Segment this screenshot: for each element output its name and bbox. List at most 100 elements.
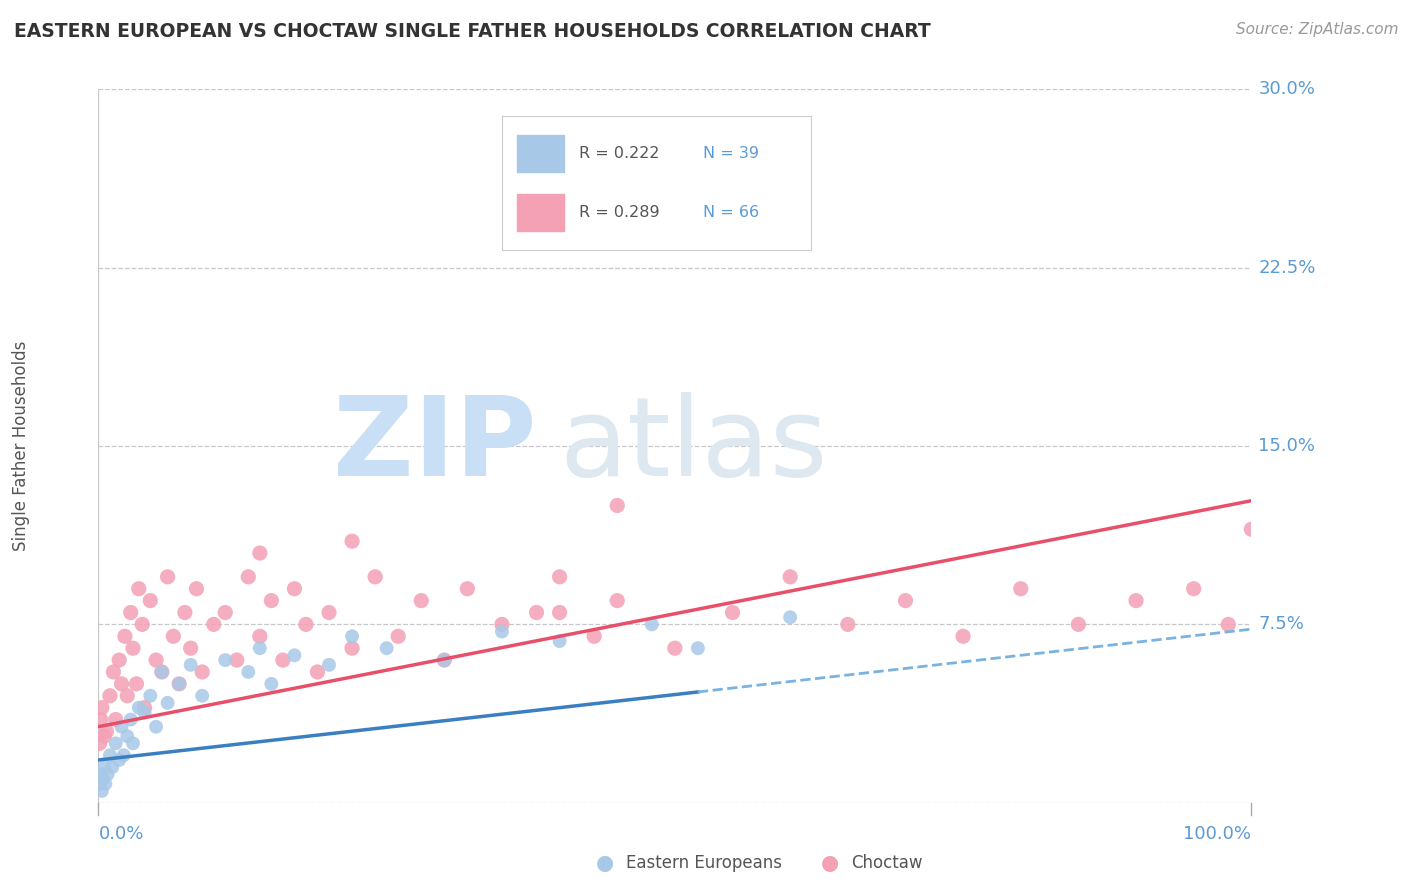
Point [340,534,363,549]
Point [89,777,111,791]
Point [837,617,859,632]
Point [128,582,150,596]
Point [606,499,628,513]
Point [89,736,111,750]
Point [583,629,606,643]
Point [145,720,167,734]
Point [375,641,398,656]
Point [93,729,115,743]
Point [779,570,801,584]
Point [340,629,363,643]
Point [117,729,139,743]
Point [167,677,190,691]
Point [387,629,409,643]
Point [101,760,124,774]
Text: EASTERN EUROPEAN VS CHOCTAW SINGLE FATHER HOUSEHOLDS CORRELATION CHART: EASTERN EUROPEAN VS CHOCTAW SINGLE FATHE… [14,22,931,41]
Point [249,629,271,643]
Point [456,582,478,596]
Point [548,606,571,620]
Point [283,648,305,663]
Point [340,641,363,656]
Text: R = 0.222: R = 0.222 [579,146,659,161]
Bar [517,135,564,172]
Point [318,606,340,620]
Point [364,570,387,584]
Point [96,724,118,739]
Point [491,617,513,632]
Point [283,582,305,596]
Point [120,606,142,620]
Point [779,610,801,624]
Point [114,629,136,643]
Point [174,606,197,620]
Point [548,570,571,584]
Point [98,689,121,703]
Point [110,720,132,734]
Point [952,629,974,643]
Point [721,606,744,620]
Point [1218,617,1240,632]
Point [90,700,112,714]
Point [128,700,150,714]
Point [110,677,132,691]
Point [167,677,190,691]
Point [125,677,148,691]
Point [664,641,686,656]
Text: Choctaw: Choctaw [851,855,922,872]
Point [260,677,283,691]
Point [150,665,173,679]
Point [411,593,433,607]
Point [686,641,709,656]
Text: Single Father Households: Single Father Households [13,341,30,551]
Point [191,689,214,703]
Point [131,617,153,632]
Text: 0.0%: 0.0% [98,825,143,843]
Point [641,617,664,632]
Point [1240,522,1263,536]
Point [249,546,271,560]
Point [91,772,114,786]
Point [186,582,208,596]
Point [1182,582,1205,596]
Point [134,706,156,720]
Point [214,653,236,667]
Point [117,689,139,703]
Text: atlas: atlas [560,392,828,500]
Point [122,641,145,656]
Point [491,624,513,639]
Text: ●: ● [821,854,838,873]
Point [180,657,202,672]
Point [1125,593,1147,607]
Point [104,713,127,727]
Point [108,653,131,667]
Point [502,153,524,168]
Point [103,665,125,679]
Text: Source: ZipAtlas.com: Source: ZipAtlas.com [1236,22,1399,37]
Point [238,570,260,584]
Point [1067,617,1090,632]
Text: R = 0.289: R = 0.289 [579,205,659,219]
Point [108,753,131,767]
Point [260,593,283,607]
Point [225,653,247,667]
Text: 100.0%: 100.0% [1184,825,1251,843]
Point [295,617,318,632]
Text: 7.5%: 7.5% [1258,615,1305,633]
Text: ●: ● [596,854,613,873]
Point [249,641,271,656]
Point [94,777,117,791]
Point [606,593,628,607]
Point [433,653,456,667]
Point [156,570,179,584]
Point [120,713,142,727]
Point [433,653,456,667]
Point [104,736,127,750]
Point [97,767,120,781]
Point [238,665,260,679]
Point [134,700,156,714]
Point [894,593,917,607]
Point [271,653,294,667]
Point [1010,582,1032,596]
Point [180,641,202,656]
Point [318,657,340,672]
